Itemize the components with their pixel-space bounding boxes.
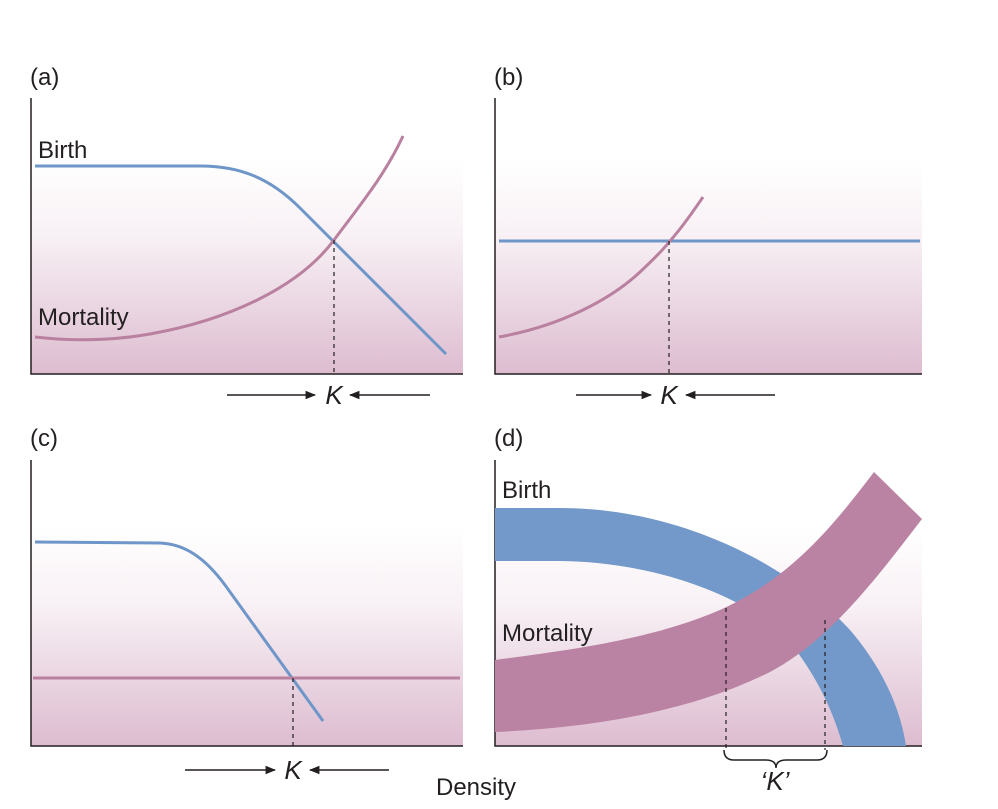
- panel-d-mortality-band: [495, 472, 922, 732]
- panel-b-axes: [494, 98, 922, 375]
- panel-a-birth-curve: [35, 164, 448, 356]
- panel-d: (d) Birth Mortality ‘K’: [494, 425, 922, 796]
- panel-b-mortality-curve: [498, 196, 705, 339]
- panel-b-label: (b): [494, 64, 523, 91]
- panel-d-birth-label: Birth: [502, 477, 551, 504]
- panel-c-k-label: K: [284, 755, 303, 785]
- panel-b-k-label: K: [660, 380, 679, 410]
- panel-a-axes: [30, 98, 463, 375]
- panel-a-k-label: K: [325, 380, 344, 410]
- panel-d-k-label: ‘K’: [761, 766, 791, 796]
- panel-c-axes: [30, 460, 463, 747]
- panel-d-mortality-label: Mortality: [502, 620, 593, 647]
- panel-c-label: (c): [30, 425, 58, 452]
- panel-c: (c) K: [30, 425, 463, 785]
- panel-a-mortality-label: Mortality: [38, 304, 129, 331]
- panel-b: (b) K: [494, 64, 922, 410]
- panel-b-background: [495, 160, 922, 374]
- panel-a-label: (a): [30, 64, 59, 91]
- x-axis-label: Density: [436, 774, 516, 801]
- panel-c-birth-curve: [34, 540, 325, 722]
- panel-a-background: [31, 160, 463, 374]
- panel-a-birth-label: Birth: [38, 137, 87, 164]
- panel-a-mortality-curve: [34, 135, 405, 342]
- panel-d-label: (d): [494, 425, 523, 452]
- panel-d-k-range-brace: [723, 749, 828, 769]
- panel-c-background: [31, 528, 463, 746]
- panel-a: (a) Birth Mortality K: [30, 64, 463, 410]
